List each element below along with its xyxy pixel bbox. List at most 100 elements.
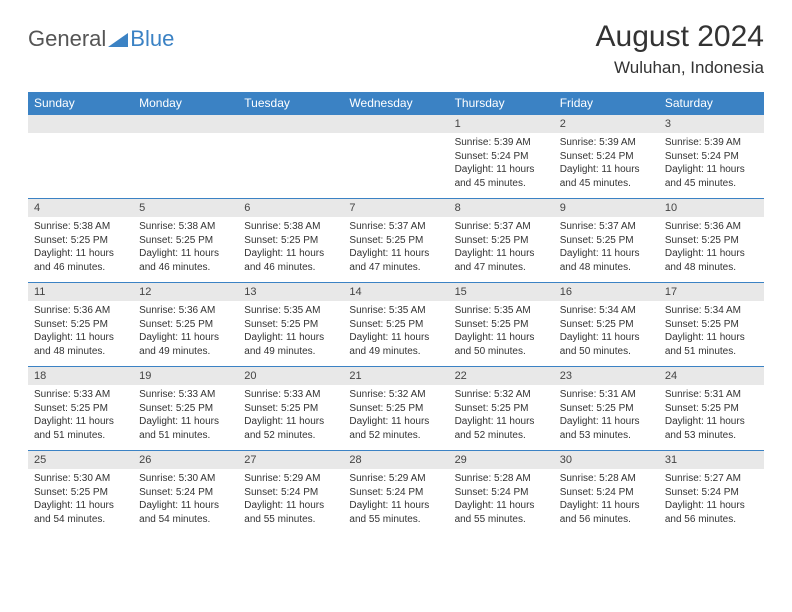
day-content: Sunrise: 5:37 AMSunset: 5:25 PMDaylight:…	[449, 217, 554, 282]
logo-triangle-icon	[108, 30, 128, 48]
day-content: Sunrise: 5:30 AMSunset: 5:24 PMDaylight:…	[133, 469, 238, 534]
weekday-header: Sunday	[28, 92, 133, 115]
day-content: Sunrise: 5:37 AMSunset: 5:25 PMDaylight:…	[554, 217, 659, 282]
day-content: Sunrise: 5:32 AMSunset: 5:25 PMDaylight:…	[343, 385, 448, 450]
calendar-day-cell	[133, 115, 238, 199]
header-row: General Blue August 2024 Wuluhan, Indone…	[28, 20, 764, 78]
day-number: 18	[28, 367, 133, 385]
day-content: Sunrise: 5:31 AMSunset: 5:25 PMDaylight:…	[659, 385, 764, 450]
day-number-empty	[133, 115, 238, 133]
day-number: 7	[343, 199, 448, 217]
calendar-day-cell: 16Sunrise: 5:34 AMSunset: 5:25 PMDayligh…	[554, 283, 659, 367]
day-number: 20	[238, 367, 343, 385]
calendar-day-cell: 23Sunrise: 5:31 AMSunset: 5:25 PMDayligh…	[554, 367, 659, 451]
day-number: 25	[28, 451, 133, 469]
calendar-body: 1Sunrise: 5:39 AMSunset: 5:24 PMDaylight…	[28, 115, 764, 535]
day-number: 15	[449, 283, 554, 301]
day-number: 3	[659, 115, 764, 133]
calendar-day-cell	[238, 115, 343, 199]
calendar-day-cell: 15Sunrise: 5:35 AMSunset: 5:25 PMDayligh…	[449, 283, 554, 367]
day-number-empty	[28, 115, 133, 133]
month-title: August 2024	[596, 20, 764, 54]
day-content: Sunrise: 5:38 AMSunset: 5:25 PMDaylight:…	[238, 217, 343, 282]
day-number: 10	[659, 199, 764, 217]
day-content: Sunrise: 5:33 AMSunset: 5:25 PMDaylight:…	[238, 385, 343, 450]
day-number: 30	[554, 451, 659, 469]
day-content: Sunrise: 5:32 AMSunset: 5:25 PMDaylight:…	[449, 385, 554, 450]
day-number: 11	[28, 283, 133, 301]
day-number: 6	[238, 199, 343, 217]
day-number-empty	[343, 115, 448, 133]
calendar-day-cell: 30Sunrise: 5:28 AMSunset: 5:24 PMDayligh…	[554, 451, 659, 535]
day-content: Sunrise: 5:39 AMSunset: 5:24 PMDaylight:…	[659, 133, 764, 198]
day-content: Sunrise: 5:35 AMSunset: 5:25 PMDaylight:…	[449, 301, 554, 366]
day-content: Sunrise: 5:34 AMSunset: 5:25 PMDaylight:…	[659, 301, 764, 366]
day-number: 22	[449, 367, 554, 385]
calendar-day-cell: 17Sunrise: 5:34 AMSunset: 5:25 PMDayligh…	[659, 283, 764, 367]
day-content: Sunrise: 5:33 AMSunset: 5:25 PMDaylight:…	[133, 385, 238, 450]
day-content: Sunrise: 5:39 AMSunset: 5:24 PMDaylight:…	[449, 133, 554, 198]
day-number: 5	[133, 199, 238, 217]
calendar-day-cell: 20Sunrise: 5:33 AMSunset: 5:25 PMDayligh…	[238, 367, 343, 451]
day-number: 12	[133, 283, 238, 301]
day-content: Sunrise: 5:34 AMSunset: 5:25 PMDaylight:…	[554, 301, 659, 366]
day-content: Sunrise: 5:36 AMSunset: 5:25 PMDaylight:…	[28, 301, 133, 366]
day-number: 19	[133, 367, 238, 385]
calendar-day-cell: 2Sunrise: 5:39 AMSunset: 5:24 PMDaylight…	[554, 115, 659, 199]
day-content: Sunrise: 5:33 AMSunset: 5:25 PMDaylight:…	[28, 385, 133, 450]
day-number: 26	[133, 451, 238, 469]
day-number: 31	[659, 451, 764, 469]
day-number: 28	[343, 451, 448, 469]
day-number: 21	[343, 367, 448, 385]
logo-text-blue: Blue	[130, 26, 174, 52]
day-content: Sunrise: 5:36 AMSunset: 5:25 PMDaylight:…	[659, 217, 764, 282]
day-number: 9	[554, 199, 659, 217]
day-content: Sunrise: 5:35 AMSunset: 5:25 PMDaylight:…	[343, 301, 448, 366]
day-number: 4	[28, 199, 133, 217]
calendar-week-row: 1Sunrise: 5:39 AMSunset: 5:24 PMDaylight…	[28, 115, 764, 199]
weekday-header: Monday	[133, 92, 238, 115]
calendar-day-cell: 3Sunrise: 5:39 AMSunset: 5:24 PMDaylight…	[659, 115, 764, 199]
calendar-day-cell: 1Sunrise: 5:39 AMSunset: 5:24 PMDaylight…	[449, 115, 554, 199]
weekday-header: Tuesday	[238, 92, 343, 115]
day-number: 14	[343, 283, 448, 301]
calendar-week-row: 11Sunrise: 5:36 AMSunset: 5:25 PMDayligh…	[28, 283, 764, 367]
calendar-day-cell: 4Sunrise: 5:38 AMSunset: 5:25 PMDaylight…	[28, 199, 133, 283]
logo-text-general: General	[28, 26, 106, 52]
day-content: Sunrise: 5:36 AMSunset: 5:25 PMDaylight:…	[133, 301, 238, 366]
weekday-header: Wednesday	[343, 92, 448, 115]
calendar-week-row: 18Sunrise: 5:33 AMSunset: 5:25 PMDayligh…	[28, 367, 764, 451]
calendar-day-cell: 14Sunrise: 5:35 AMSunset: 5:25 PMDayligh…	[343, 283, 448, 367]
day-content: Sunrise: 5:27 AMSunset: 5:24 PMDaylight:…	[659, 469, 764, 534]
day-number: 1	[449, 115, 554, 133]
day-number: 8	[449, 199, 554, 217]
logo: General Blue	[28, 20, 174, 52]
day-content: Sunrise: 5:31 AMSunset: 5:25 PMDaylight:…	[554, 385, 659, 450]
calendar-day-cell: 5Sunrise: 5:38 AMSunset: 5:25 PMDaylight…	[133, 199, 238, 283]
weekday-header: Friday	[554, 92, 659, 115]
calendar-day-cell: 13Sunrise: 5:35 AMSunset: 5:25 PMDayligh…	[238, 283, 343, 367]
calendar-week-row: 4Sunrise: 5:38 AMSunset: 5:25 PMDaylight…	[28, 199, 764, 283]
day-number: 16	[554, 283, 659, 301]
weekday-header: Saturday	[659, 92, 764, 115]
calendar-day-cell: 12Sunrise: 5:36 AMSunset: 5:25 PMDayligh…	[133, 283, 238, 367]
calendar-day-cell: 9Sunrise: 5:37 AMSunset: 5:25 PMDaylight…	[554, 199, 659, 283]
calendar-day-cell: 31Sunrise: 5:27 AMSunset: 5:24 PMDayligh…	[659, 451, 764, 535]
calendar-day-cell: 6Sunrise: 5:38 AMSunset: 5:25 PMDaylight…	[238, 199, 343, 283]
day-number: 27	[238, 451, 343, 469]
calendar-day-cell: 28Sunrise: 5:29 AMSunset: 5:24 PMDayligh…	[343, 451, 448, 535]
day-content: Sunrise: 5:39 AMSunset: 5:24 PMDaylight:…	[554, 133, 659, 198]
day-content: Sunrise: 5:28 AMSunset: 5:24 PMDaylight:…	[449, 469, 554, 534]
calendar-day-cell	[343, 115, 448, 199]
day-content: Sunrise: 5:28 AMSunset: 5:24 PMDaylight:…	[554, 469, 659, 534]
day-content: Sunrise: 5:38 AMSunset: 5:25 PMDaylight:…	[133, 217, 238, 282]
calendar-week-row: 25Sunrise: 5:30 AMSunset: 5:25 PMDayligh…	[28, 451, 764, 535]
calendar-table: SundayMondayTuesdayWednesdayThursdayFrid…	[28, 92, 764, 534]
weekday-header: Thursday	[449, 92, 554, 115]
calendar-day-cell: 11Sunrise: 5:36 AMSunset: 5:25 PMDayligh…	[28, 283, 133, 367]
calendar-day-cell: 27Sunrise: 5:29 AMSunset: 5:24 PMDayligh…	[238, 451, 343, 535]
calendar-day-cell: 24Sunrise: 5:31 AMSunset: 5:25 PMDayligh…	[659, 367, 764, 451]
day-content: Sunrise: 5:29 AMSunset: 5:24 PMDaylight:…	[238, 469, 343, 534]
calendar-day-cell: 21Sunrise: 5:32 AMSunset: 5:25 PMDayligh…	[343, 367, 448, 451]
calendar-day-cell	[28, 115, 133, 199]
